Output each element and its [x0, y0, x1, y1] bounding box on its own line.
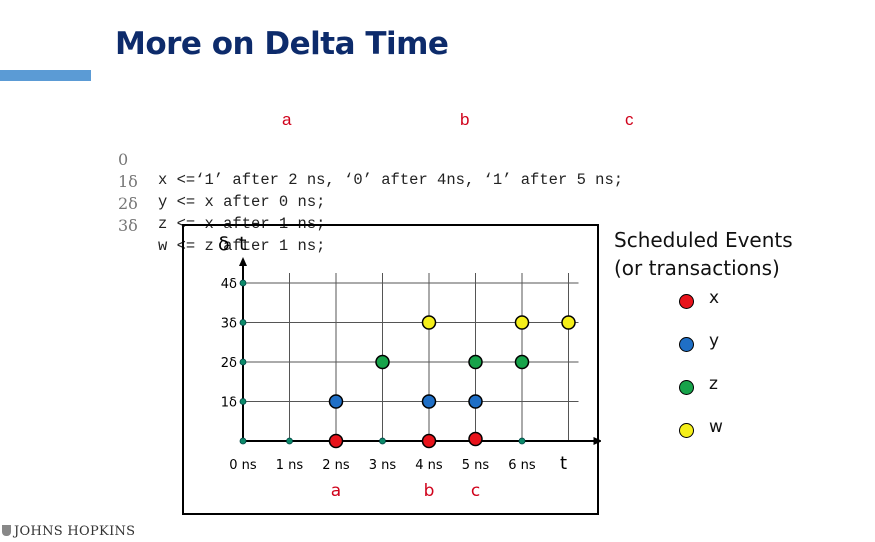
johns-hopkins-logo: JOHNS HOPKINS	[2, 524, 135, 539]
code-line-index: 1δ	[118, 172, 138, 191]
data-point-x	[328, 433, 344, 449]
legend-item-y: y	[679, 331, 799, 357]
delta-time-chart: δ t t 1δ 2δ 3δ 4δ 0 ns 1 ns 2 ns 3 ns 4 ns 5 ns 6 ns a…	[182, 224, 601, 515]
legend-title: Scheduled Events (or transactions)	[614, 226, 793, 282]
legend-title-line: (or transactions)	[614, 256, 780, 280]
x-tick-dot	[518, 437, 526, 445]
y-tick-label: 1δ	[221, 396, 237, 411]
code-line-text: y <= x after 0 ns;	[158, 193, 326, 211]
y-tick-dot	[239, 279, 247, 287]
data-point-x	[468, 431, 483, 447]
data-point-y	[468, 394, 483, 409]
legend-dot-z	[679, 380, 694, 395]
code-line-index: 3δ	[118, 216, 138, 235]
data-point-y	[328, 394, 344, 409]
data-point-w	[561, 315, 576, 330]
data-point-z	[375, 354, 390, 370]
x-tick-label: 3 ns	[369, 458, 397, 473]
data-point-z	[514, 354, 530, 370]
x-tick-dot	[286, 437, 293, 445]
data-point-y	[421, 394, 437, 409]
legend-dot-w	[679, 423, 694, 438]
code-line: 2δ z <= x after 1 ns;	[118, 174, 325, 233]
code-line: 1δ y <= x after 0 ns;	[118, 152, 325, 211]
code-line-text: x <=‘1’ after 2 ns, ‘0’ after 4ns, ‘1’ a…	[158, 171, 624, 189]
x-axis-end-label: t	[560, 453, 567, 474]
x-tick-dot	[239, 437, 247, 445]
code-line-index: 0	[118, 150, 129, 169]
x-tick-label: 1 ns	[276, 458, 304, 473]
code-marker-b: b	[460, 110, 470, 129]
legend-title-line: Scheduled Events	[614, 228, 793, 252]
y-tick-dot	[239, 398, 247, 405]
accent-bar	[0, 70, 91, 81]
x-marker-label: c	[471, 481, 480, 501]
x-tick-label: 0 ns	[229, 458, 257, 473]
code-marker-a: a	[282, 110, 292, 129]
y-axis-label: δ	[218, 233, 230, 255]
code-marker-c: c	[625, 110, 634, 129]
y-tick-label: 2δ	[221, 356, 237, 371]
legend-item-z: z	[679, 374, 799, 400]
data-point-w	[514, 315, 530, 330]
legend-label: w	[709, 417, 723, 437]
legend-dot-x	[679, 294, 694, 309]
x-tick-label: 5 ns	[462, 458, 490, 473]
x-marker-label: a	[331, 481, 341, 501]
data-point-x	[421, 433, 437, 449]
code-line-index: 2δ	[118, 194, 138, 213]
code-line-text: w <= z after 1 ns;	[158, 237, 326, 255]
x-tick-label: 2 ns	[322, 458, 350, 473]
x-axis-arrow	[593, 437, 601, 445]
legend-label: z	[709, 374, 718, 394]
y-tick-label: 4δ	[221, 277, 237, 292]
slide-title: More on Delta Time	[115, 26, 449, 62]
x-tick-label: 4 ns	[415, 458, 443, 473]
data-point-z	[468, 354, 483, 370]
y-tick-label: 3δ	[221, 317, 237, 332]
legend-item-w: w	[679, 417, 799, 443]
x-tick-dot	[379, 437, 386, 445]
legend-item-x: x	[679, 288, 799, 314]
x-tick-label: 6 ns	[508, 458, 536, 473]
code-line: 3δ w <= z after 1 ns;	[118, 196, 325, 255]
legend-label: x	[709, 288, 720, 308]
y-tick-dot	[239, 319, 247, 326]
data-point-w	[421, 315, 437, 330]
y-axis-label-t: t	[239, 233, 246, 255]
y-axis-arrow	[239, 257, 247, 266]
legend-dot-y	[679, 337, 694, 352]
logo-text: JOHNS HOPKINS	[14, 524, 136, 539]
shield-icon	[2, 525, 11, 536]
legend-label: y	[709, 331, 720, 351]
code-line: 0 x <=‘1’ after 2 ns, ‘0’ after 4ns, ‘1’…	[118, 130, 623, 189]
y-tick-dot	[239, 358, 247, 366]
x-marker-label: b	[424, 481, 435, 501]
